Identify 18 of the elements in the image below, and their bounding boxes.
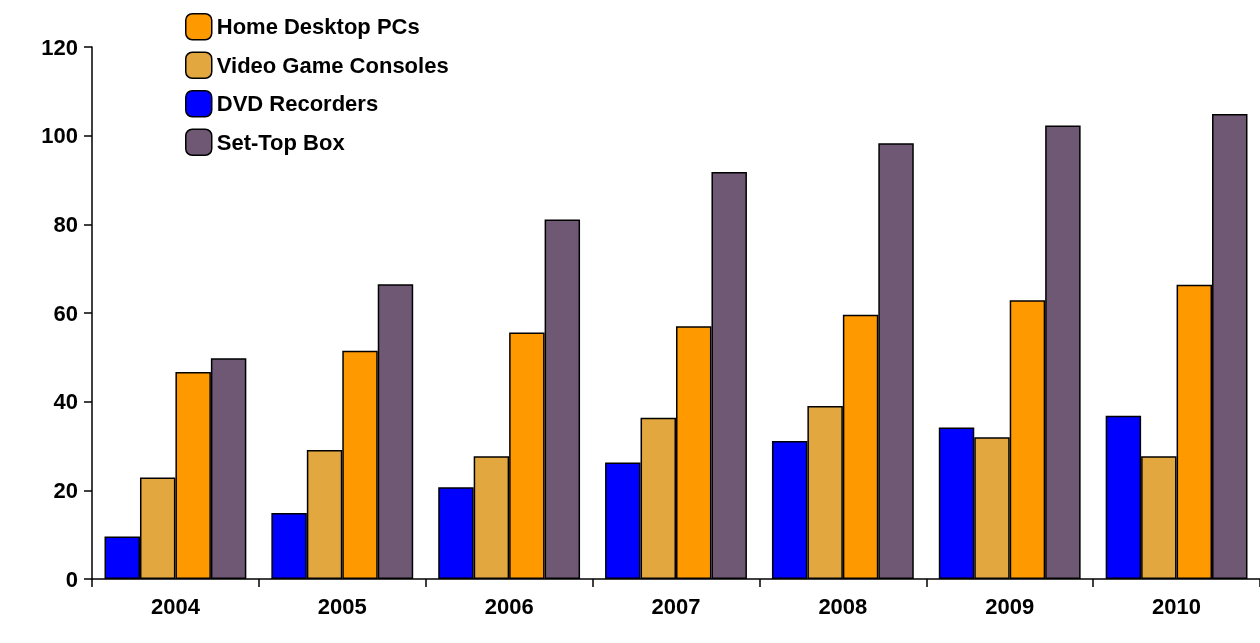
x-tick-label: 2005 <box>317 593 367 619</box>
legend-label: Home Desktop PCs <box>216 14 420 40</box>
y-tick-label: 0 <box>65 566 78 592</box>
x-tick-label: 2004 <box>150 593 201 619</box>
y-tick-label: 60 <box>53 300 78 326</box>
y-tick-label: 100 <box>41 123 78 149</box>
y-tick-label: 40 <box>53 389 78 415</box>
y-tick-label: 120 <box>41 34 78 60</box>
legend-label: Video Game Consoles <box>216 52 449 78</box>
legend-label: DVD Recorders <box>216 91 379 117</box>
y-tick-label: 80 <box>53 211 78 237</box>
x-tick-label: 2009 <box>985 593 1035 619</box>
x-tick-label: 2007 <box>651 593 701 619</box>
x-tick-label: 2008 <box>818 593 868 619</box>
x-tick-label: 2006 <box>484 593 534 619</box>
legend-label: Set-Top Box <box>216 129 346 155</box>
x-tick-label: 2010 <box>1152 593 1202 619</box>
y-tick-label: 20 <box>53 477 78 503</box>
